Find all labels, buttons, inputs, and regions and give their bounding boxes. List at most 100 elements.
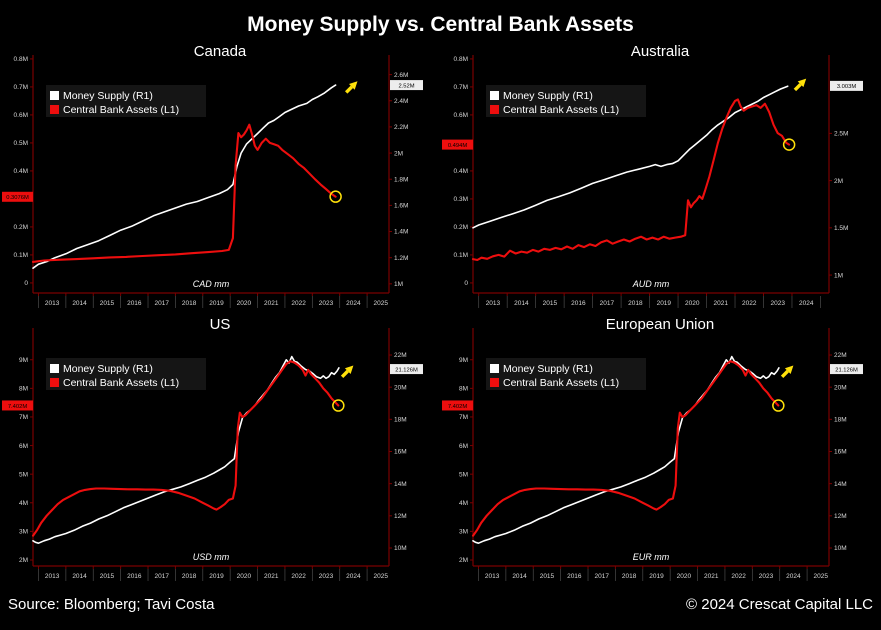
legend-label-money-supply: Money Supply (R1) xyxy=(503,363,593,375)
legend-swatch-money-supply xyxy=(490,364,499,373)
series-line-money-supply xyxy=(472,85,789,229)
series-line-money-supply xyxy=(32,84,337,269)
highlight-circle-icon xyxy=(332,399,345,412)
year-tick-label: 2014 xyxy=(72,573,87,580)
year-tick-label: 2019 xyxy=(657,300,672,307)
right-axis-tick-label: 2.2M xyxy=(394,124,408,131)
trend-up-arrow-icon xyxy=(349,81,358,90)
left-current-value-label: 7.402M xyxy=(448,404,468,410)
right-axis-tick-label: 1.4M xyxy=(394,229,408,236)
legend-background xyxy=(486,85,646,117)
highlight-circle-icon xyxy=(782,138,796,151)
right-current-value-label: 21.126M xyxy=(835,367,858,373)
year-tick-label: 2023 xyxy=(319,573,334,580)
axis-unit-label: AUD mm xyxy=(632,279,670,289)
right-axis-tick-label: 1.8M xyxy=(394,176,408,183)
left-axis-tick-label: 0.6M xyxy=(14,112,28,119)
left-axis-tick-label: 2M xyxy=(459,557,468,564)
left-current-value-label-bg xyxy=(442,139,473,150)
year-tick-label: 2017 xyxy=(594,573,609,580)
right-current-value-label: 2.52M xyxy=(398,83,414,89)
left-axis-tick-label: 5M xyxy=(19,471,28,478)
year-tick-label: 2019 xyxy=(209,573,224,580)
left-axis-tick-label: 5M xyxy=(459,471,468,478)
footer: Source: Bloomberg; Tavi Costa © 2024 Cre… xyxy=(0,587,881,617)
left-axis-tick-label: 0.6M xyxy=(454,112,468,119)
year-tick-label: 2015 xyxy=(100,300,115,307)
year-tick-label: 2018 xyxy=(182,573,197,580)
right-axis-tick-label: 14M xyxy=(834,481,847,488)
chart-panel-australia: 0.8M 0.7M 0.6M 0.4M 0.3M 0.2M 0.1M 0 2.5M 2M 1.5M 1… xyxy=(440,41,880,314)
right-axis-tick-label: 2M xyxy=(394,150,403,157)
legend-swatch-cb-assets xyxy=(50,378,59,387)
left-current-value-label-bg xyxy=(2,400,33,411)
legend-label-money-supply: Money Supply (R1) xyxy=(63,90,153,102)
chart-canvas-eu: 9M 8M 7M 6M 5M 4M 3M 2M 22M 20M 18M 16M 14M 12M 10M 201… xyxy=(442,328,863,581)
legend-label-cb-assets: Central Bank Assets (L1) xyxy=(63,104,179,116)
year-tick-label: 2023 xyxy=(759,573,774,580)
legend-background xyxy=(46,85,206,117)
trend-up-arrow-icon xyxy=(344,85,354,94)
right-current-value-label-bg xyxy=(390,80,423,91)
right-current-value-label: 3.003M xyxy=(837,84,857,90)
trend-up-arrow-icon xyxy=(793,83,802,92)
left-axis-tick-label: 9M xyxy=(459,357,468,364)
legend-label-cb-assets: Central Bank Assets (L1) xyxy=(503,104,619,116)
year-tick-label: 2016 xyxy=(571,300,586,307)
year-tick-label: 2025 xyxy=(374,300,389,307)
year-tick-label: 2015 xyxy=(100,573,115,580)
chart-panel-canada: 0.8M 0.7M 0.6M 0.5M 0.4M 0.2M 0.1M 0 2.6M 2.4M 2.2… xyxy=(0,41,440,314)
legend-label-cb-assets: Central Bank Assets (L1) xyxy=(63,377,179,389)
right-axis-tick-label: 2.4M xyxy=(394,98,408,105)
year-tick-label: 2018 xyxy=(622,573,637,580)
year-tick-label: 2021 xyxy=(264,573,279,580)
series-line-cb-assets xyxy=(471,360,780,537)
year-tick-label: 2023 xyxy=(771,300,786,307)
right-axis-tick-label: 20M xyxy=(834,384,847,391)
legend-background xyxy=(46,358,206,390)
left-current-value-label: 0.494M xyxy=(448,143,468,149)
left-axis-tick-label: 8M xyxy=(19,386,28,393)
right-axis-tick-label: 22M xyxy=(834,352,847,359)
year-tick-label: 2015 xyxy=(543,300,558,307)
right-axis-tick-label: 12M xyxy=(394,513,407,520)
year-tick-label: 2014 xyxy=(514,300,529,307)
left-axis-tick-label: 0.4M xyxy=(454,168,468,175)
left-axis-tick-label: 0.2M xyxy=(14,224,28,231)
right-axis-tick-label: 1.6M xyxy=(394,203,408,210)
year-tick-label: 2016 xyxy=(567,573,582,580)
left-current-value-label: 0.3076M xyxy=(6,195,29,201)
year-tick-label: 2023 xyxy=(319,300,334,307)
legend: Money Supply (R1) Central Bank Assets (L1… xyxy=(486,358,646,390)
right-axis-tick-label: 2.5M xyxy=(834,131,848,138)
left-axis-tick-label: 0.3M xyxy=(454,196,468,203)
left-axis-tick-label: 6M xyxy=(459,443,468,450)
year-tick-label: 2020 xyxy=(237,300,252,307)
legend-swatch-cb-assets xyxy=(50,105,59,114)
left-axis-tick-label: 3M xyxy=(19,529,28,536)
year-tick-label: 2015 xyxy=(540,573,555,580)
legend-swatch-cb-assets xyxy=(490,105,499,114)
legend-swatch-money-supply xyxy=(50,364,59,373)
trend-up-arrow-icon xyxy=(784,365,794,374)
year-tick-label: 2017 xyxy=(154,573,169,580)
trend-up-arrow-icon xyxy=(340,369,349,378)
right-axis-tick-label: 18M xyxy=(834,417,847,424)
right-current-value-label: 21.126M xyxy=(395,367,418,373)
left-axis-tick-label: 2M xyxy=(19,557,28,564)
left-axis-tick-label: 0.4M xyxy=(14,168,28,175)
year-tick-label: 2020 xyxy=(685,300,700,307)
legend-swatch-money-supply xyxy=(490,91,499,100)
year-tick-label: 2014 xyxy=(512,573,527,580)
left-axis-tick-label: 0.8M xyxy=(14,56,28,63)
right-axis-tick-label: 2.6M xyxy=(394,72,408,79)
trend-up-arrow-icon xyxy=(780,369,789,378)
left-axis-tick-label: 7M xyxy=(459,414,468,421)
chart-canvas-australia: 0.8M 0.7M 0.6M 0.4M 0.3M 0.2M 0.1M 0 2.5M 2M 1.5M 1… xyxy=(442,55,863,308)
year-tick-label: 2022 xyxy=(291,300,306,307)
right-axis-tick-label: 1.5M xyxy=(834,225,848,232)
legend: Money Supply (R1) Central Bank Assets (L1… xyxy=(486,85,646,117)
year-tick-label: 2019 xyxy=(209,300,224,307)
left-axis-tick-label: 9M xyxy=(19,357,28,364)
right-current-value-label-bg xyxy=(830,80,863,91)
